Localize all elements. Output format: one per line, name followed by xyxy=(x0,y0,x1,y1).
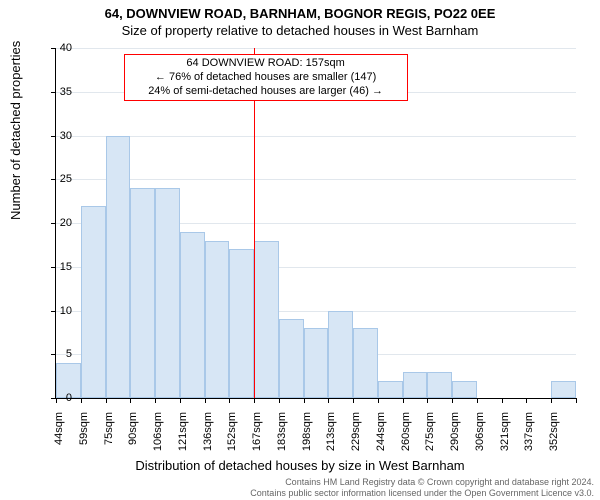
xtick-mark xyxy=(328,398,329,403)
histogram-bar xyxy=(155,188,180,398)
xtick-mark xyxy=(477,398,478,403)
xtick-mark xyxy=(378,398,379,403)
xtick-mark xyxy=(551,398,552,403)
xtick-mark xyxy=(254,398,255,403)
xtick-mark xyxy=(155,398,156,403)
xtick-mark xyxy=(130,398,131,403)
xtick-mark xyxy=(229,398,230,403)
footer-line: Contains HM Land Registry data © Crown c… xyxy=(250,477,594,487)
xtick-mark xyxy=(353,398,354,403)
histogram-bar xyxy=(452,381,477,399)
ytick-label: 15 xyxy=(42,261,72,273)
chart-area: 44sqm59sqm75sqm90sqm106sqm121sqm136sqm15… xyxy=(55,48,575,398)
gridline xyxy=(56,136,576,137)
page-title: 64, DOWNVIEW ROAD, BARNHAM, BOGNOR REGIS… xyxy=(0,0,600,21)
xtick-mark xyxy=(427,398,428,403)
histogram-bar xyxy=(205,241,230,399)
histogram-bar xyxy=(229,249,254,398)
histogram-bar xyxy=(551,381,576,399)
page-subtitle: Size of property relative to detached ho… xyxy=(0,21,600,38)
annotation-line: ← 76% of detached houses are smaller (14… xyxy=(131,71,401,85)
xtick-mark xyxy=(403,398,404,403)
ytick-label: 20 xyxy=(42,217,72,229)
gridline xyxy=(56,48,576,49)
ytick-label: 10 xyxy=(42,305,72,317)
xtick-mark xyxy=(106,398,107,403)
xtick-mark xyxy=(526,398,527,403)
ytick-label: 30 xyxy=(42,130,72,142)
histogram-bar xyxy=(304,328,329,398)
histogram-bar xyxy=(254,241,279,399)
histogram-bar xyxy=(353,328,378,398)
ytick-label: 0 xyxy=(42,392,72,404)
histogram-bar xyxy=(106,136,131,399)
x-axis-label: Distribution of detached houses by size … xyxy=(0,458,600,473)
annotation-line: 64 DOWNVIEW ROAD: 157sqm xyxy=(131,57,401,71)
histogram-bar xyxy=(130,188,155,398)
xtick-mark xyxy=(81,398,82,403)
annotation-line: 24% of semi-detached houses are larger (… xyxy=(131,85,401,99)
xtick-mark xyxy=(502,398,503,403)
xtick-mark xyxy=(576,398,577,403)
plot-area: 44sqm59sqm75sqm90sqm106sqm121sqm136sqm15… xyxy=(55,48,576,399)
xtick-mark xyxy=(279,398,280,403)
histogram-bar xyxy=(279,319,304,398)
footer-attribution: Contains HM Land Registry data © Crown c… xyxy=(250,477,594,498)
ytick-label: 5 xyxy=(42,348,72,360)
footer-line: Contains public sector information licen… xyxy=(250,488,594,498)
histogram-bar xyxy=(427,372,452,398)
ytick-label: 25 xyxy=(42,173,72,185)
annotation-box: 64 DOWNVIEW ROAD: 157sqm← 76% of detache… xyxy=(124,54,408,101)
histogram-bar xyxy=(180,232,205,398)
gridline xyxy=(56,179,576,180)
ytick-label: 40 xyxy=(42,42,72,54)
xtick-mark xyxy=(180,398,181,403)
ytick-label: 35 xyxy=(42,86,72,98)
histogram-bar xyxy=(378,381,403,399)
xtick-mark xyxy=(205,398,206,403)
histogram-bar xyxy=(403,372,428,398)
histogram-bar xyxy=(328,311,353,399)
xtick-mark xyxy=(304,398,305,403)
histogram-bar xyxy=(81,206,106,399)
y-axis-label: Number of detached properties xyxy=(8,41,23,220)
xtick-mark xyxy=(452,398,453,403)
